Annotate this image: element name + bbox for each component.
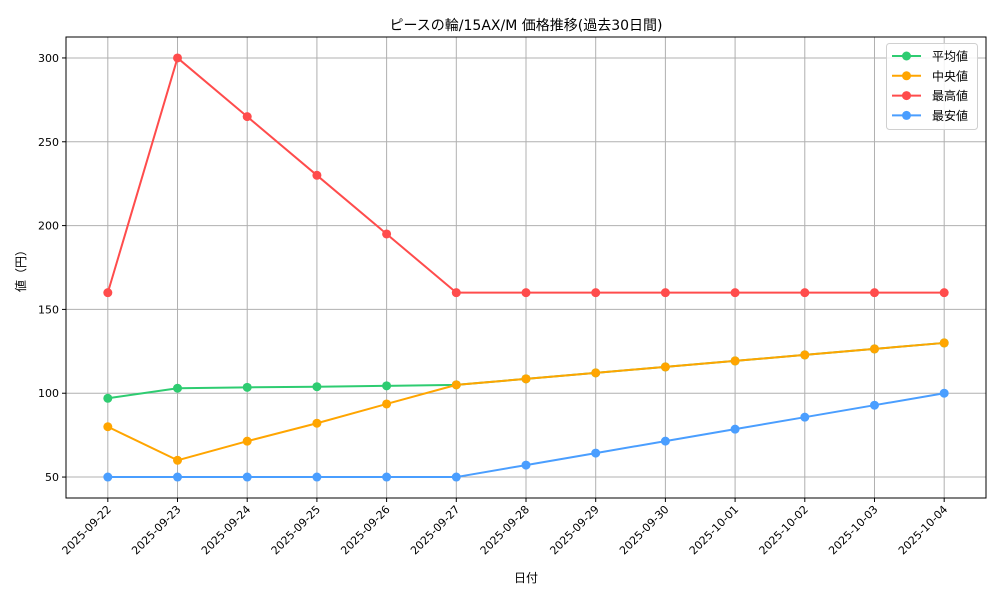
y-tick-label: 50 xyxy=(45,471,59,484)
legend-item: 最高値 xyxy=(892,88,968,103)
data-point-marker xyxy=(869,400,879,410)
data-point-marker xyxy=(103,422,113,432)
legend-label: 中央値 xyxy=(932,68,968,83)
data-point-marker xyxy=(382,381,392,391)
data-point-marker xyxy=(242,112,252,122)
data-point-marker xyxy=(382,399,392,409)
data-point-marker xyxy=(660,288,670,298)
data-point-marker xyxy=(939,388,949,398)
data-point-marker xyxy=(173,53,183,63)
data-point-marker xyxy=(242,472,252,482)
data-point-marker xyxy=(312,472,322,482)
data-point-marker xyxy=(660,436,670,446)
y-tick-label: 200 xyxy=(38,220,59,233)
y-tick-label: 100 xyxy=(38,387,59,400)
data-point-marker xyxy=(869,288,879,298)
legend-marker-icon xyxy=(902,71,911,81)
data-point-marker xyxy=(939,288,949,298)
chart-title: ピースの輪/15AX/M 価格推移(過去30日間) xyxy=(390,17,663,34)
legend-label: 平均値 xyxy=(932,49,968,64)
data-point-marker xyxy=(382,229,392,239)
data-point-marker xyxy=(591,448,601,458)
legend-label: 最高値 xyxy=(932,88,968,103)
data-point-marker xyxy=(451,472,461,482)
data-point-marker xyxy=(312,382,322,392)
data-point-marker xyxy=(730,424,740,434)
data-point-marker xyxy=(103,472,113,482)
legend-item: 平均値 xyxy=(892,49,968,64)
legend-item: 最安値 xyxy=(892,108,968,123)
y-axis-ticks: 50 100 150 200 250 300 xyxy=(38,52,66,484)
y-axis-label: 値（円） xyxy=(13,244,28,292)
data-point-marker xyxy=(800,350,810,360)
data-point-marker xyxy=(173,383,183,393)
data-point-marker xyxy=(939,338,949,348)
x-axis-label: 日付 xyxy=(514,571,538,585)
data-point-marker xyxy=(730,288,740,298)
series-中央値 xyxy=(103,338,949,465)
legend-marker-icon xyxy=(902,51,911,61)
legend-item: 中央値 xyxy=(892,68,968,83)
data-point-marker xyxy=(521,288,531,298)
legend-marker-icon xyxy=(902,110,911,120)
data-point-marker xyxy=(730,356,740,366)
y-tick-label: 150 xyxy=(38,303,59,316)
series-最安値 xyxy=(103,388,949,482)
data-point-marker xyxy=(173,455,183,465)
data-point-marker xyxy=(869,344,879,354)
legend-marker-icon xyxy=(902,91,911,101)
series-最高値 xyxy=(103,53,949,298)
legend-box xyxy=(886,43,978,130)
data-point-marker xyxy=(660,362,670,372)
data-point-marker xyxy=(312,170,322,180)
data-point-marker xyxy=(800,288,810,298)
data-point-marker xyxy=(103,288,113,298)
data-point-marker xyxy=(451,380,461,390)
y-tick-label: 300 xyxy=(38,52,59,65)
data-point-marker xyxy=(591,368,601,378)
data-point-marker xyxy=(521,374,531,384)
legend-label: 最安値 xyxy=(932,108,968,123)
data-point-marker xyxy=(312,418,322,428)
data-point-marker xyxy=(173,472,183,482)
data-point-marker xyxy=(800,412,810,422)
y-tick-label: 250 xyxy=(38,136,59,149)
data-point-marker xyxy=(591,288,601,298)
data-point-marker xyxy=(521,460,531,470)
series-lines xyxy=(103,53,949,482)
data-point-marker xyxy=(382,472,392,482)
data-point-marker xyxy=(451,288,461,298)
data-point-marker xyxy=(242,382,252,392)
data-point-marker xyxy=(242,436,252,446)
data-point-marker xyxy=(103,393,113,403)
grid xyxy=(66,37,986,498)
